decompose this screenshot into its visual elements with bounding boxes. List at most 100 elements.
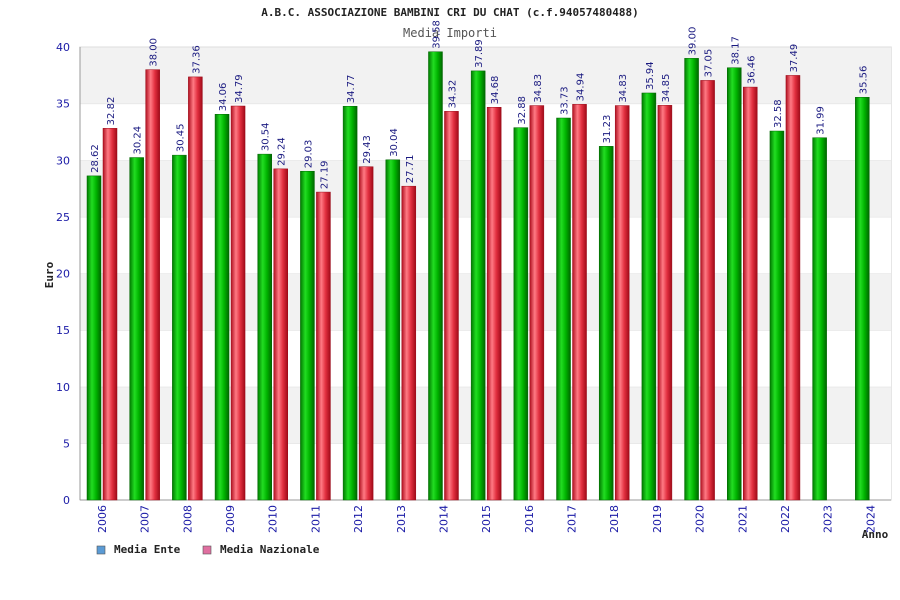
x-tick-label: 2015 [480, 505, 493, 533]
bar-media-ente [812, 137, 827, 501]
data-label: 37.36 [191, 45, 202, 74]
bar-media-ente [214, 114, 230, 501]
y-tick-label: 15 [56, 324, 70, 337]
bar-media-nazionale [188, 76, 203, 501]
bar-media-ente [86, 175, 102, 501]
data-label: 38.17 [730, 36, 741, 65]
data-label: 37.49 [789, 44, 800, 73]
data-label: 34.83 [618, 74, 629, 103]
data-label: 32.58 [773, 99, 784, 128]
data-label: 30.45 [175, 124, 186, 153]
data-label: 34.83 [533, 74, 544, 103]
bar-media-ente [556, 117, 571, 501]
data-label: 33.73 [560, 86, 571, 115]
data-label: 30.24 [133, 126, 144, 155]
data-label: 27.71 [405, 155, 416, 184]
bar-media-nazionale [444, 111, 459, 501]
bar-media-ente [513, 127, 529, 501]
bar-media-nazionale [230, 105, 246, 501]
data-label: 34.32 [447, 80, 458, 109]
data-label: 30.54 [261, 122, 272, 151]
x-tick-label: 2013 [395, 505, 408, 533]
data-label: 34.94 [576, 73, 587, 102]
bar-media-ente [257, 153, 272, 501]
bar-media-nazionale [316, 191, 331, 501]
y-tick-label: 20 [56, 268, 70, 281]
data-label: 38.00 [149, 38, 160, 67]
bar-media-nazionale [785, 75, 801, 501]
data-label: 39.58 [431, 20, 442, 49]
y-tick-label: 0 [63, 494, 70, 507]
data-label: 27.19 [319, 160, 330, 189]
data-label: 34.77 [346, 75, 357, 104]
x-tick-label: 2020 [694, 505, 707, 533]
y-tick-label: 25 [56, 211, 70, 224]
x-tick-label: 2023 [822, 505, 835, 533]
legend: Media Ente Media Nazionale [96, 543, 320, 556]
bar-media-nazionale [486, 106, 502, 501]
bars: 28.62 32.82 30.24 38.00 30.45 37.36 34.06 34.79… [86, 20, 870, 501]
bar-media-nazionale [529, 105, 545, 501]
bar-media-ente [684, 58, 699, 501]
x-axis-ticks: 2006 2007 2008 2009 2010 2011 2012 2013 2014 2015… [96, 505, 877, 533]
bar-media-ente [855, 97, 870, 501]
bar-media-ente [470, 70, 486, 501]
chart-title: A.B.C. ASSOCIAZIONE BAMBINI CRI DU CHAT … [261, 6, 639, 19]
chart-subtitle: Media Importi [403, 26, 497, 40]
bar-media-ente [598, 146, 614, 501]
y-axis-label: Euro [43, 261, 56, 288]
bar-media-nazionale [700, 80, 715, 501]
data-label: 36.46 [746, 55, 757, 84]
x-tick-label: 2006 [96, 505, 109, 533]
y-tick-label: 5 [63, 437, 70, 450]
x-axis-label: Anno [862, 528, 889, 541]
data-label: 29.03 [303, 140, 314, 169]
data-label: 32.82 [106, 97, 117, 126]
data-label: 35.94 [645, 61, 656, 90]
x-tick-label: 2024 [864, 505, 877, 533]
bar-media-nazionale [743, 86, 758, 501]
bar-media-ente [172, 154, 187, 501]
x-tick-label: 2009 [224, 505, 237, 533]
bar-media-ente [769, 130, 785, 501]
bar-media-ente [428, 51, 443, 501]
bar-media-nazionale [401, 185, 417, 501]
x-tick-label: 2019 [651, 505, 664, 533]
y-tick-label: 10 [56, 381, 70, 394]
bar-media-nazionale [358, 166, 374, 501]
x-tick-label: 2021 [736, 505, 749, 533]
bar-media-nazionale [102, 128, 118, 501]
y-axis-ticks: 0 5 10 15 20 25 30 35 40 [56, 41, 70, 507]
x-tick-label: 2014 [437, 505, 450, 533]
data-label: 34.06 [218, 83, 229, 112]
data-label: 34.85 [661, 74, 672, 103]
bar-media-nazionale [572, 104, 587, 501]
bar-media-ente [342, 105, 358, 501]
data-label: 34.79 [234, 74, 245, 103]
x-tick-label: 2008 [181, 505, 194, 533]
x-tick-label: 2018 [608, 505, 621, 533]
bar-media-ente [641, 92, 657, 501]
legend-label: Media Ente [114, 543, 181, 556]
data-label: 35.56 [858, 66, 869, 95]
x-tick-label: 2010 [267, 505, 280, 533]
data-label: 29.43 [362, 135, 373, 164]
y-tick-label: 35 [56, 98, 70, 111]
legend-swatch [96, 545, 106, 555]
x-tick-label: 2022 [779, 505, 792, 533]
y-tick-label: 30 [56, 154, 70, 167]
x-tick-label: 2016 [523, 505, 536, 533]
x-tick-label: 2012 [352, 505, 365, 533]
bar-media-ente [129, 157, 144, 501]
bar-media-nazionale [145, 69, 160, 501]
y-tick-label: 40 [56, 41, 70, 54]
x-tick-label: 2011 [309, 505, 322, 533]
legend-label: Media Nazionale [220, 543, 320, 556]
bar-media-nazionale [614, 105, 630, 501]
bar-media-ente [300, 170, 315, 501]
data-label: 39.00 [688, 27, 699, 56]
data-label: 30.04 [389, 128, 400, 157]
data-label: 28.62 [90, 144, 101, 173]
data-label: 34.68 [490, 76, 501, 105]
